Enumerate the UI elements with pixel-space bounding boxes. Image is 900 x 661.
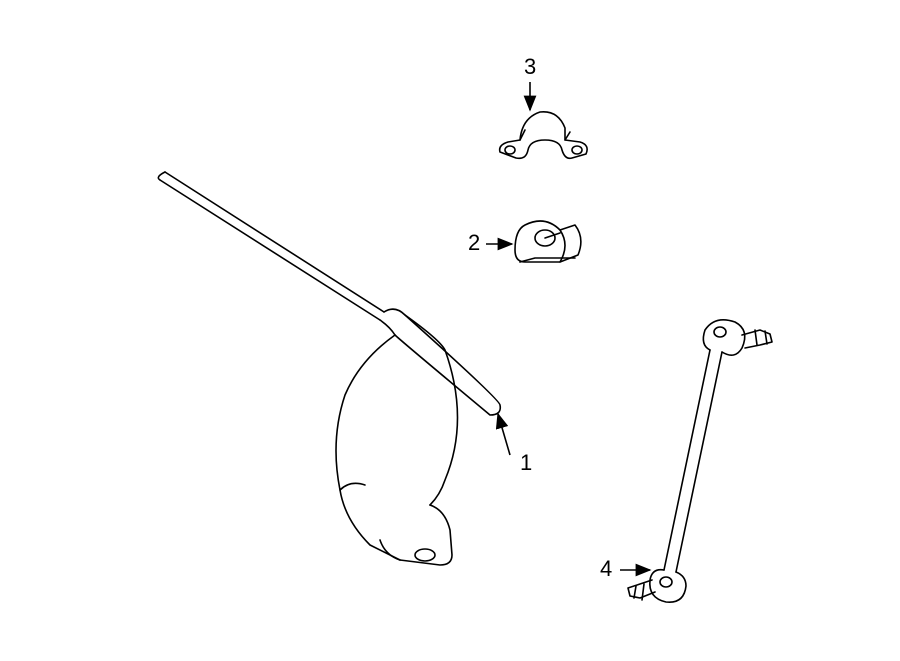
arrow-1 <box>498 414 510 455</box>
callout-label-4: 4 <box>600 558 612 580</box>
part-bracket <box>500 112 587 159</box>
callout-label-3: 3 <box>524 56 536 78</box>
parts-diagram-svg <box>0 0 900 661</box>
callout-label-1: 1 <box>520 452 532 474</box>
part-stabilizer-bar <box>158 172 500 565</box>
part-bushing <box>515 221 581 262</box>
diagram-stage: 1 2 3 4 <box>0 0 900 661</box>
part-end-link <box>628 320 772 602</box>
callout-label-2: 2 <box>468 232 480 254</box>
